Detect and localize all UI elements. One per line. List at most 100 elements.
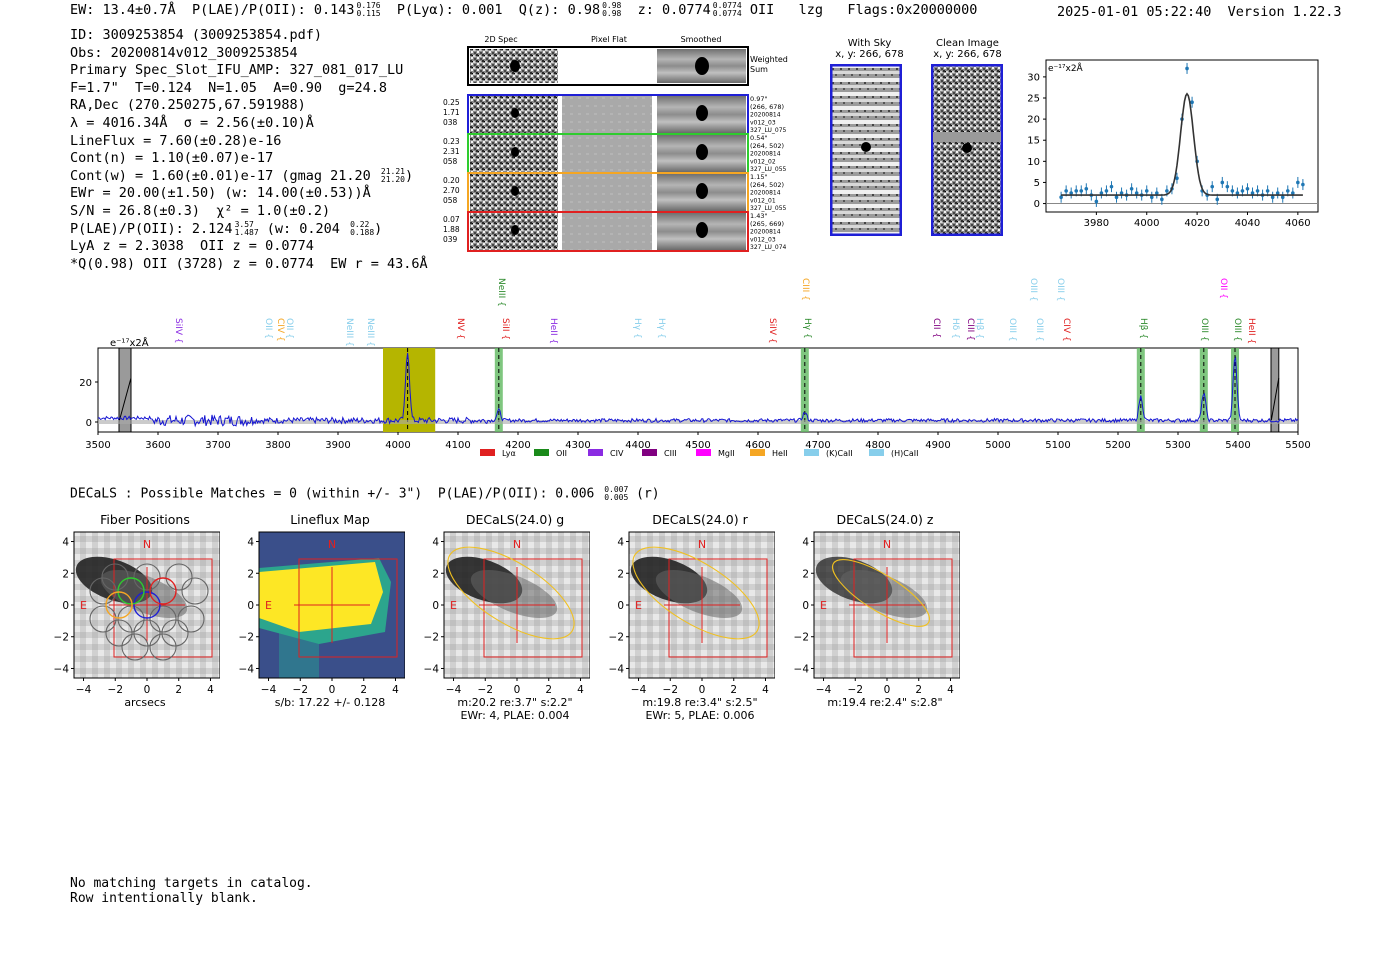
footer-line-1: No matching targets in catalog. (70, 876, 313, 891)
info-spec-slot: Primary Spec_Slot_IFU_AMP: 327_081_017_L… (70, 62, 404, 79)
info-obs: Obs: 20200814v012_3009253854 (70, 44, 298, 61)
fiber-circle (165, 563, 193, 591)
plya-value: P(Lyα): 0.001 (396, 2, 503, 18)
spectral-line-label: CIV { (1061, 318, 1071, 342)
spectrum-xtick-label: 5300 (1165, 440, 1190, 451)
cutout-ytick-label: 4 (802, 537, 809, 549)
col-title-2dspec: 2D Spec (484, 35, 517, 44)
footer-line-2: Row intentionally blank. (70, 891, 258, 906)
spectral-stamps: 2D Spec Pixel Flat Smoothed Weighted Sum… (443, 35, 788, 252)
cutout-xtick-label: −2 (848, 684, 863, 696)
spectral-line-label: CIII { (800, 278, 810, 301)
linefit-point (1291, 191, 1295, 195)
stamp-info: 20200814 (750, 190, 781, 197)
spectrum-frame (97, 347, 1299, 433)
masked-hatch (1270, 377, 1280, 423)
legend-label: HeII (772, 449, 788, 458)
cutout-ytick-label: −4 (239, 663, 255, 675)
linefit-point (1109, 184, 1114, 189)
spectral-line-label: HeII { (548, 318, 558, 344)
stamp-info: 327_LU_075 (750, 127, 787, 134)
plae2-hi: 3.57 (234, 219, 254, 229)
legend-swatch (588, 449, 603, 456)
fiber-circle (101, 563, 129, 591)
stamp-info: 0.54" (750, 134, 767, 142)
cutout-panel: N E 4 2 0 −2 −4 −4 −2 0 2 4 (239, 531, 405, 696)
cutout-caption-line: m:19.4 re:2.4" s:2.8" (827, 696, 943, 709)
legend-swatch (804, 449, 819, 456)
weighted-label-1: Weighted (750, 55, 788, 64)
linefit-point (1149, 195, 1154, 200)
fiber-circle-highlight (133, 591, 161, 619)
linefit-xtick-label: 4040 (1235, 218, 1260, 229)
linefit-point (1155, 191, 1159, 195)
linefit-ytick-label: 20 (1027, 115, 1040, 126)
cutout-panel: N E 4 2 0 −2 −4 −4 −2 0 2 4 (54, 531, 220, 696)
decals-summary: DECaLS : Possible Matches = 0 (within +/… (70, 486, 660, 502)
legend-label: (K)CaII (826, 449, 853, 458)
fiber-circle (89, 577, 117, 605)
linefit-xtick-label: 4000 (1134, 218, 1159, 229)
spectrum-xtick-label: 5000 (985, 440, 1010, 451)
qz-hi: 0.98 (602, 1, 622, 10)
weighted-label-2: Sum (750, 65, 768, 74)
spectrum-xtick-label: 5400 (1225, 440, 1250, 451)
spectrum-xtick-label: 3900 (325, 440, 350, 451)
legend-swatch (534, 449, 549, 456)
cutout-ytick-label: −2 (609, 632, 624, 644)
contw-end: ) (404, 167, 414, 184)
plae-w-hi: 0.22 (350, 219, 370, 229)
search-box (298, 558, 398, 658)
with-sky-image (830, 64, 902, 236)
linefit-point (1084, 186, 1089, 191)
z-value: z: 0.0774 (637, 2, 711, 18)
linefit-xtick-label: 3980 (1084, 218, 1109, 229)
cutout-ytick-label: 4 (432, 537, 439, 549)
cutout-ytick-label: −2 (794, 632, 809, 644)
spectrum-xtick-label: 4100 (445, 440, 470, 451)
highlight-band (383, 348, 436, 432)
stamp-info: 1.43" (750, 212, 767, 220)
info-params: F=1.7" T=0.124 N=1.05 A=0.90 g=24.8 (70, 79, 387, 96)
fiber-circle (105, 619, 133, 647)
compass-n: N (883, 538, 891, 551)
with-sky-label: With Sky (847, 38, 892, 49)
spectrum-xtick-label: 3800 (265, 440, 290, 451)
spectrum-line (97, 352, 1299, 428)
info-sn: S/N = 26.8(±0.3) χ² = 1.0(±0.2) (70, 202, 331, 219)
stamp-source (511, 225, 519, 235)
spectral-line-label: OII { (284, 318, 294, 339)
spectral-line-label: Hβ { (1138, 318, 1148, 339)
stamp-smoothed-source (696, 222, 708, 238)
cutout-caption-line: m:19.8 re:3.4" s:2.5" (642, 696, 758, 709)
compass-e: E (820, 599, 827, 612)
summary-text: DECaLS : Possible Matches = 0 (within +/… (70, 486, 595, 502)
cutout-xtick-label: 2 (915, 684, 922, 696)
stamp-info: 327_LU_055 (750, 166, 787, 173)
spectrum-xtick-label: 4900 (925, 440, 950, 451)
plae-label: P(LAE)/P(OII): 2.124 (70, 220, 233, 237)
info-plae: P(LAE)/P(OII): 2.124 3.57 1.487 (w: 0.204 … (70, 219, 428, 239)
cutout-xtick-label: 4 (947, 684, 954, 696)
spectral-line-label: OII { (1218, 278, 1228, 299)
cutout-xtick-label: 0 (884, 684, 891, 696)
cutout-title: DECaLS(24.0) z (836, 512, 934, 527)
cutout-xtick-label: 4 (577, 684, 584, 696)
spectrum-xtick-label: 4400 (625, 440, 650, 451)
stamp-info: 20200814 (750, 112, 781, 119)
linefit-point (1225, 184, 1230, 189)
galaxy-halo (655, 570, 743, 618)
cutout-xtick-label: 4 (392, 684, 399, 696)
fiber-circle (161, 619, 189, 647)
search-box (853, 558, 953, 658)
fiber-circle (117, 605, 145, 633)
line-id: OII (749, 2, 775, 18)
stamp-source (511, 147, 519, 157)
linefit-point (1190, 100, 1194, 105)
cutout-ytick-label: 0 (802, 600, 809, 612)
compass-e: E (80, 599, 87, 612)
stamp-smoothed-source (696, 144, 708, 160)
linefit-point (1144, 189, 1149, 193)
contw-hi: 21.21 (380, 166, 405, 176)
